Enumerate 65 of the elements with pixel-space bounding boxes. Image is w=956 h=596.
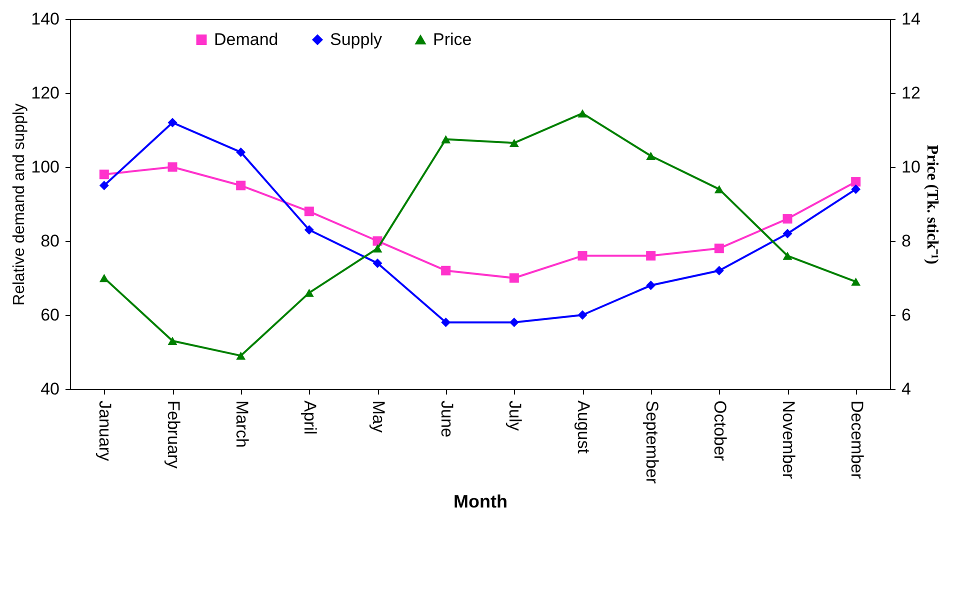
point (646, 152, 656, 160)
legend-label: Supply (330, 30, 382, 49)
y-tick-label: 40 (40, 380, 60, 398)
point (99, 180, 109, 190)
y-tick-label: 80 (40, 232, 60, 250)
point (168, 336, 178, 346)
point (236, 180, 246, 190)
point (646, 251, 656, 261)
legend-label: Demand (214, 30, 278, 49)
point (372, 258, 382, 268)
point (304, 225, 314, 235)
x-tick-label: April (300, 400, 320, 435)
point (236, 147, 246, 157)
y-tick-label: 60 (40, 306, 60, 324)
point (168, 162, 178, 172)
point (714, 185, 724, 194)
point (782, 252, 792, 260)
point (304, 206, 314, 216)
x-tick-label: September (642, 400, 662, 484)
y2-tick-label: 4 (902, 380, 911, 398)
point (782, 214, 792, 224)
point (99, 170, 109, 180)
y-tick-label: 100 (31, 158, 60, 176)
y-axis-title: Relative demand and supply (11, 104, 28, 306)
point (236, 352, 246, 360)
x-axis-title: Month (454, 492, 508, 512)
point (851, 184, 861, 194)
x-tick-label: February (164, 400, 183, 470)
point (578, 310, 588, 320)
y2-tick-label: 10 (902, 158, 920, 176)
point (714, 244, 724, 254)
x-tick-label: January (96, 400, 115, 462)
point (304, 288, 314, 297)
y-tick-label: 140 (31, 10, 60, 28)
y2-tick-label: 8 (902, 232, 911, 250)
x-tick-label: May (369, 400, 388, 434)
point (372, 244, 382, 253)
point (99, 274, 109, 282)
point (851, 278, 861, 286)
point (646, 280, 656, 290)
legend-label: Price (433, 30, 472, 49)
x-tick-label: December (847, 400, 866, 480)
x-tick-label: August (574, 400, 593, 454)
point (509, 138, 519, 148)
y2-axis-title: Price (Tk. stick⁻¹) (923, 144, 940, 264)
point (441, 318, 451, 328)
y2-tick-label: 14 (902, 10, 920, 28)
point (782, 228, 792, 238)
point (168, 118, 178, 128)
y2-tick-label: 12 (902, 84, 920, 102)
point (578, 109, 588, 118)
y-tick-label: 120 (31, 84, 60, 102)
point (509, 318, 519, 328)
y2-tick-label: 6 (902, 306, 911, 324)
point (509, 273, 519, 283)
x-tick-label: November (779, 400, 798, 480)
x-tick-label: June (437, 400, 456, 438)
point (714, 266, 724, 276)
point (441, 266, 451, 276)
point (851, 177, 861, 187)
x-tick-label: October (710, 400, 730, 462)
x-tick-label: July (506, 400, 525, 432)
point (441, 135, 451, 144)
x-tick-label: March (232, 400, 252, 448)
point (578, 251, 588, 261)
